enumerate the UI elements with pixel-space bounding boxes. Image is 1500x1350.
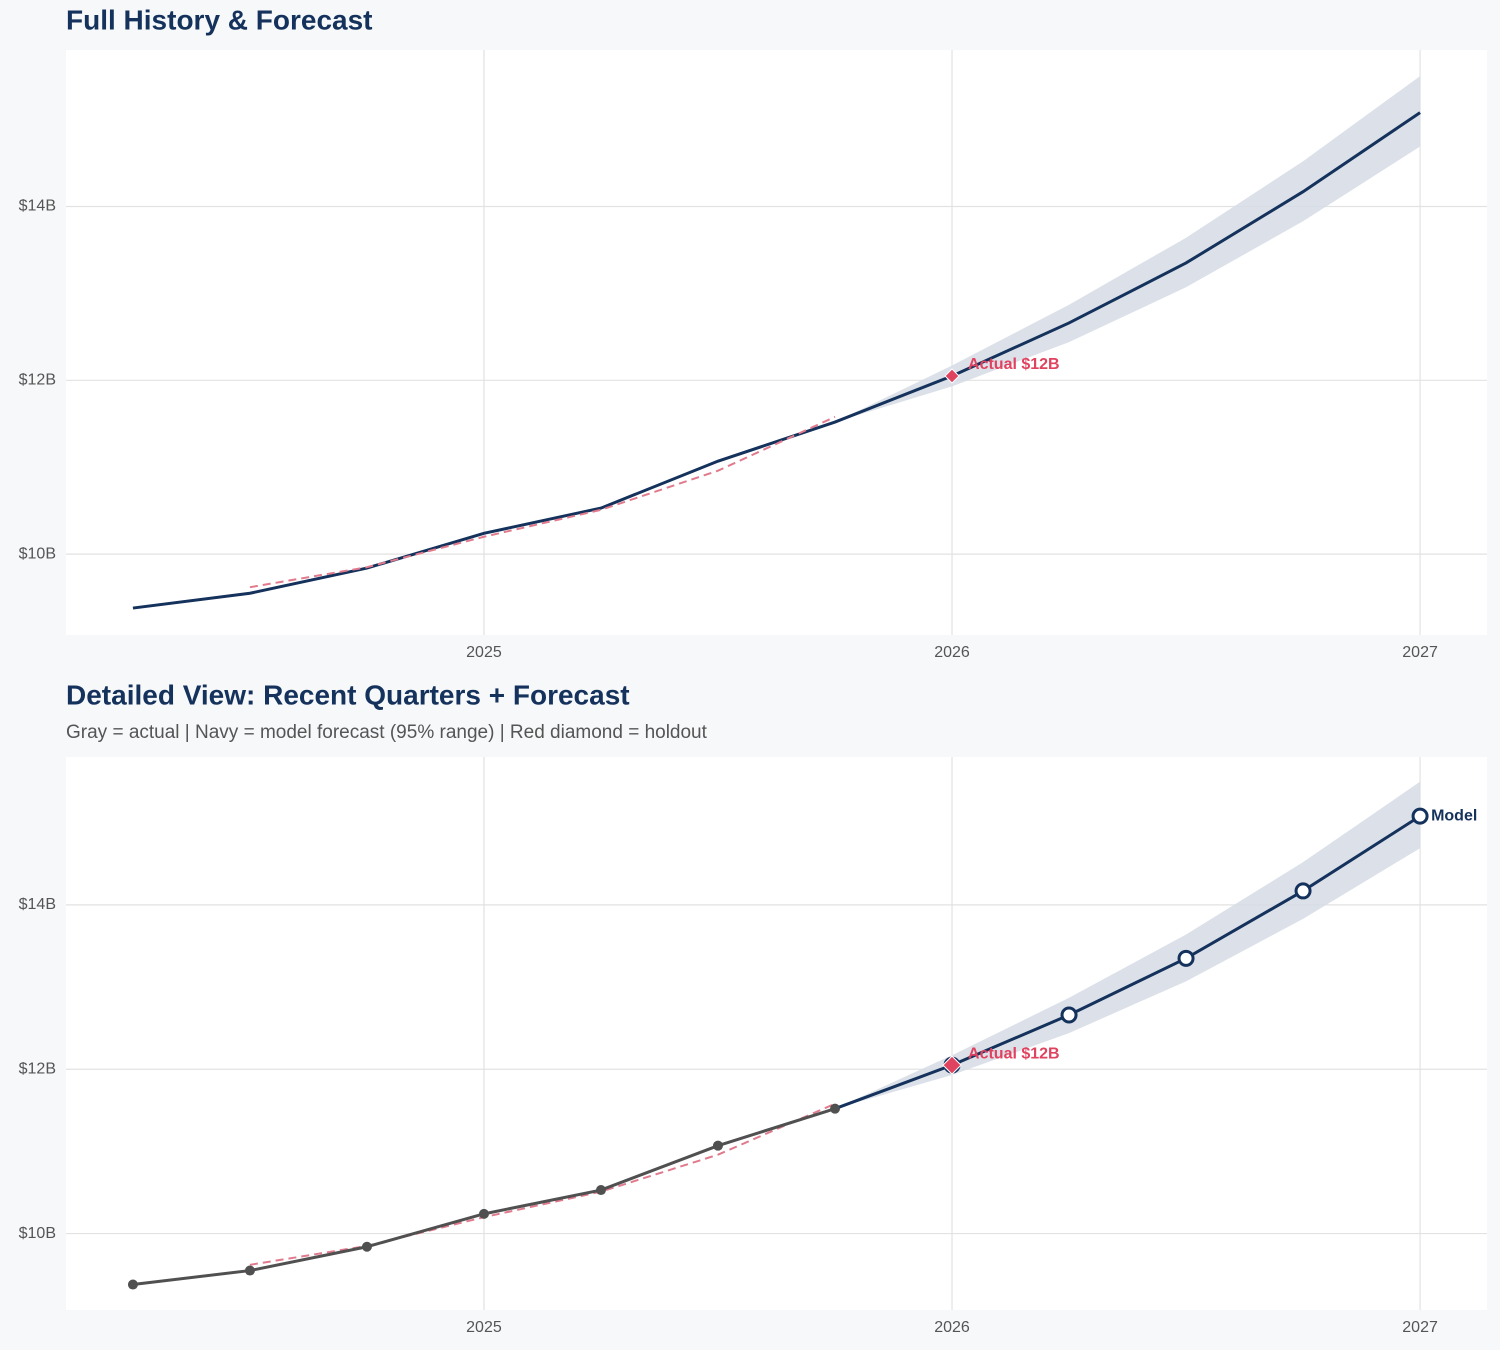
y-tick-label: $10B [19,1225,56,1242]
y-tick-label: $14B [19,198,56,215]
series-line [132,111,1421,610]
data-point [1411,807,1429,825]
x-tick-label: 2025 [466,644,502,661]
annotation: Actual $12B [968,356,1060,373]
plot-area [66,757,1487,1310]
data-point [478,1208,489,1219]
annotation: Actual $12B [968,1045,1060,1062]
holdout-marker [944,368,960,384]
x-tick-label: 2026 [934,1319,970,1336]
data-point [1177,949,1195,967]
y-tick-label: $12B [19,1060,56,1077]
series-line [834,814,1421,1111]
y-tick-label: $14B [19,896,56,913]
data-point [244,1265,255,1276]
data-point [361,1241,372,1252]
series-label: Model [1431,807,1477,824]
holdout-marker [942,1055,962,1075]
series-line [249,1102,836,1266]
data-point [595,1185,606,1196]
chart-title: Full History & Forecast [66,4,373,35]
plot-area [66,50,1487,635]
chart-subtitle: Gray = actual | Navy = model forecast (9… [66,722,708,743]
chart-title: Detailed View: Recent Quarters + Forecas… [66,679,630,710]
data-point [712,1140,723,1151]
series-line [249,415,836,589]
x-tick-label: 2026 [934,644,970,661]
data-point [127,1279,138,1290]
x-tick-label: 2027 [1402,1319,1438,1336]
x-tick-label: 2025 [466,1319,502,1336]
x-tick-label: 2027 [1402,644,1438,661]
data-point [1060,1006,1078,1024]
data-point [1294,882,1312,900]
data-point [830,1103,841,1114]
y-tick-label: $10B [19,545,56,562]
y-tick-label: $12B [19,372,56,389]
